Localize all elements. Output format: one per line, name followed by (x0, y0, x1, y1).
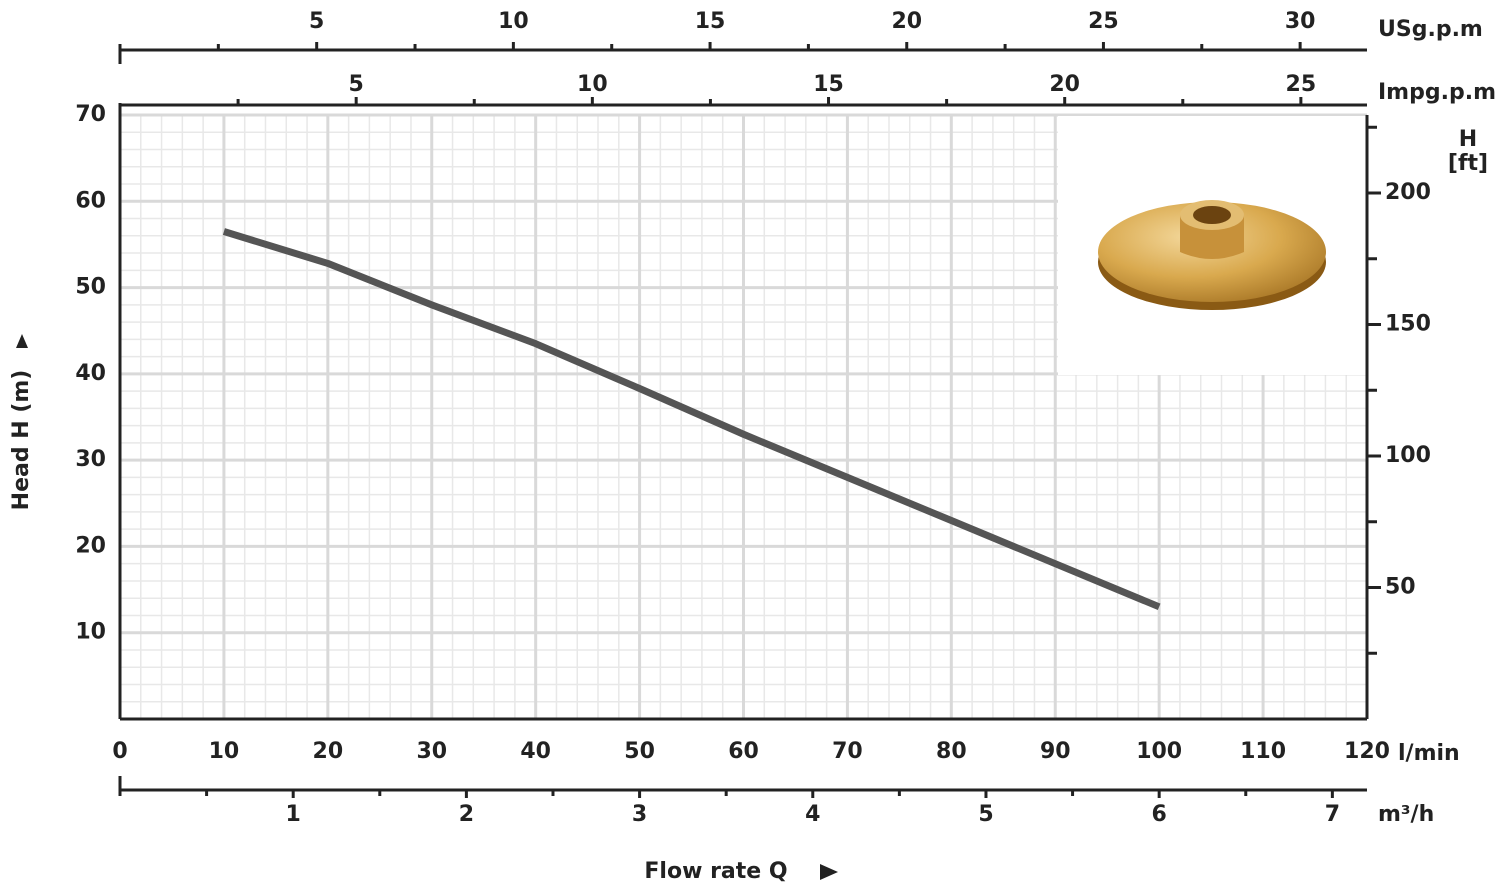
pump-curve (222, 228, 1161, 611)
x-tick-label: 10 (209, 739, 240, 764)
extra-axis-tick-label: 15 (695, 9, 726, 34)
x-tick-label: 90 (1040, 739, 1071, 764)
extra-axis-tick-label: 7 (1325, 802, 1340, 827)
extra-axis-tick-label: 10 (577, 72, 608, 97)
extra-axis-tick-label: 25 (1286, 72, 1317, 97)
x-arrow (820, 864, 838, 880)
extra-axis-tick-label: 5 (309, 9, 324, 34)
y2-tick-label: 100 (1385, 443, 1431, 468)
extra-axis-tick-label: 15 (813, 72, 844, 97)
extra-axis-tick-label: 1 (286, 802, 301, 827)
x-tick-label: 120 (1344, 739, 1390, 764)
extra-axis-tick-label: 10 (498, 9, 529, 34)
extra-axis-tick-label: 25 (1088, 9, 1119, 34)
y-tick-label: 40 (75, 361, 106, 386)
extra-axis-tick-label: 5 (349, 72, 364, 97)
x-tick-label: 60 (728, 739, 759, 764)
extra-axis-tick-label: 3 (632, 802, 647, 827)
x-tick-label: 50 (624, 739, 655, 764)
y-arrow (16, 334, 28, 348)
x-tick-label: 100 (1136, 739, 1182, 764)
extra-axis-tick-label: 30 (1285, 9, 1316, 34)
y-axis-label: Head H (m) (9, 370, 34, 511)
extra-axis-tick-label: 20 (1049, 72, 1080, 97)
y2-axis-label: H (1459, 127, 1477, 152)
extra-axis-label: Impg.p.m (1378, 80, 1496, 105)
extra-axis-tick-label: 2 (459, 802, 474, 827)
y-tick-label: 60 (75, 188, 106, 213)
extra-axis-tick-label: 20 (891, 9, 922, 34)
x-axis-title: Flow rate Q (644, 859, 787, 884)
extra-axis-tick-label: 4 (805, 802, 820, 827)
x-tick-label: 70 (832, 739, 863, 764)
y-tick-label: 30 (75, 447, 106, 472)
x-tick-label: 20 (313, 739, 344, 764)
extra-axis-label: USg.p.m (1378, 17, 1483, 42)
y2-tick-label: 200 (1385, 180, 1431, 205)
impeller-image (1098, 200, 1326, 310)
extra-axis-tick-label: 6 (1152, 802, 1167, 827)
y2-tick-label: 150 (1385, 312, 1431, 337)
y2-axis-label: [ft] (1448, 151, 1488, 176)
y2-tick-label: 50 (1385, 575, 1416, 600)
extra-axis-label: m³/h (1378, 802, 1434, 827)
extra-axis-tick-label: 5 (978, 802, 993, 827)
x-tick-label: 80 (936, 739, 967, 764)
x-tick-label: 0 (112, 739, 127, 764)
y-tick-label: 50 (75, 275, 106, 300)
curve-layer (222, 228, 1161, 611)
x-tick-label: 30 (416, 739, 447, 764)
x-tick-label: 40 (520, 739, 551, 764)
y-tick-label: 70 (75, 102, 106, 127)
y-tick-label: 20 (75, 533, 106, 558)
x-tick-label: 110 (1240, 739, 1286, 764)
x-unit-label: l/min (1398, 741, 1460, 766)
y-tick-label: 10 (75, 620, 106, 645)
